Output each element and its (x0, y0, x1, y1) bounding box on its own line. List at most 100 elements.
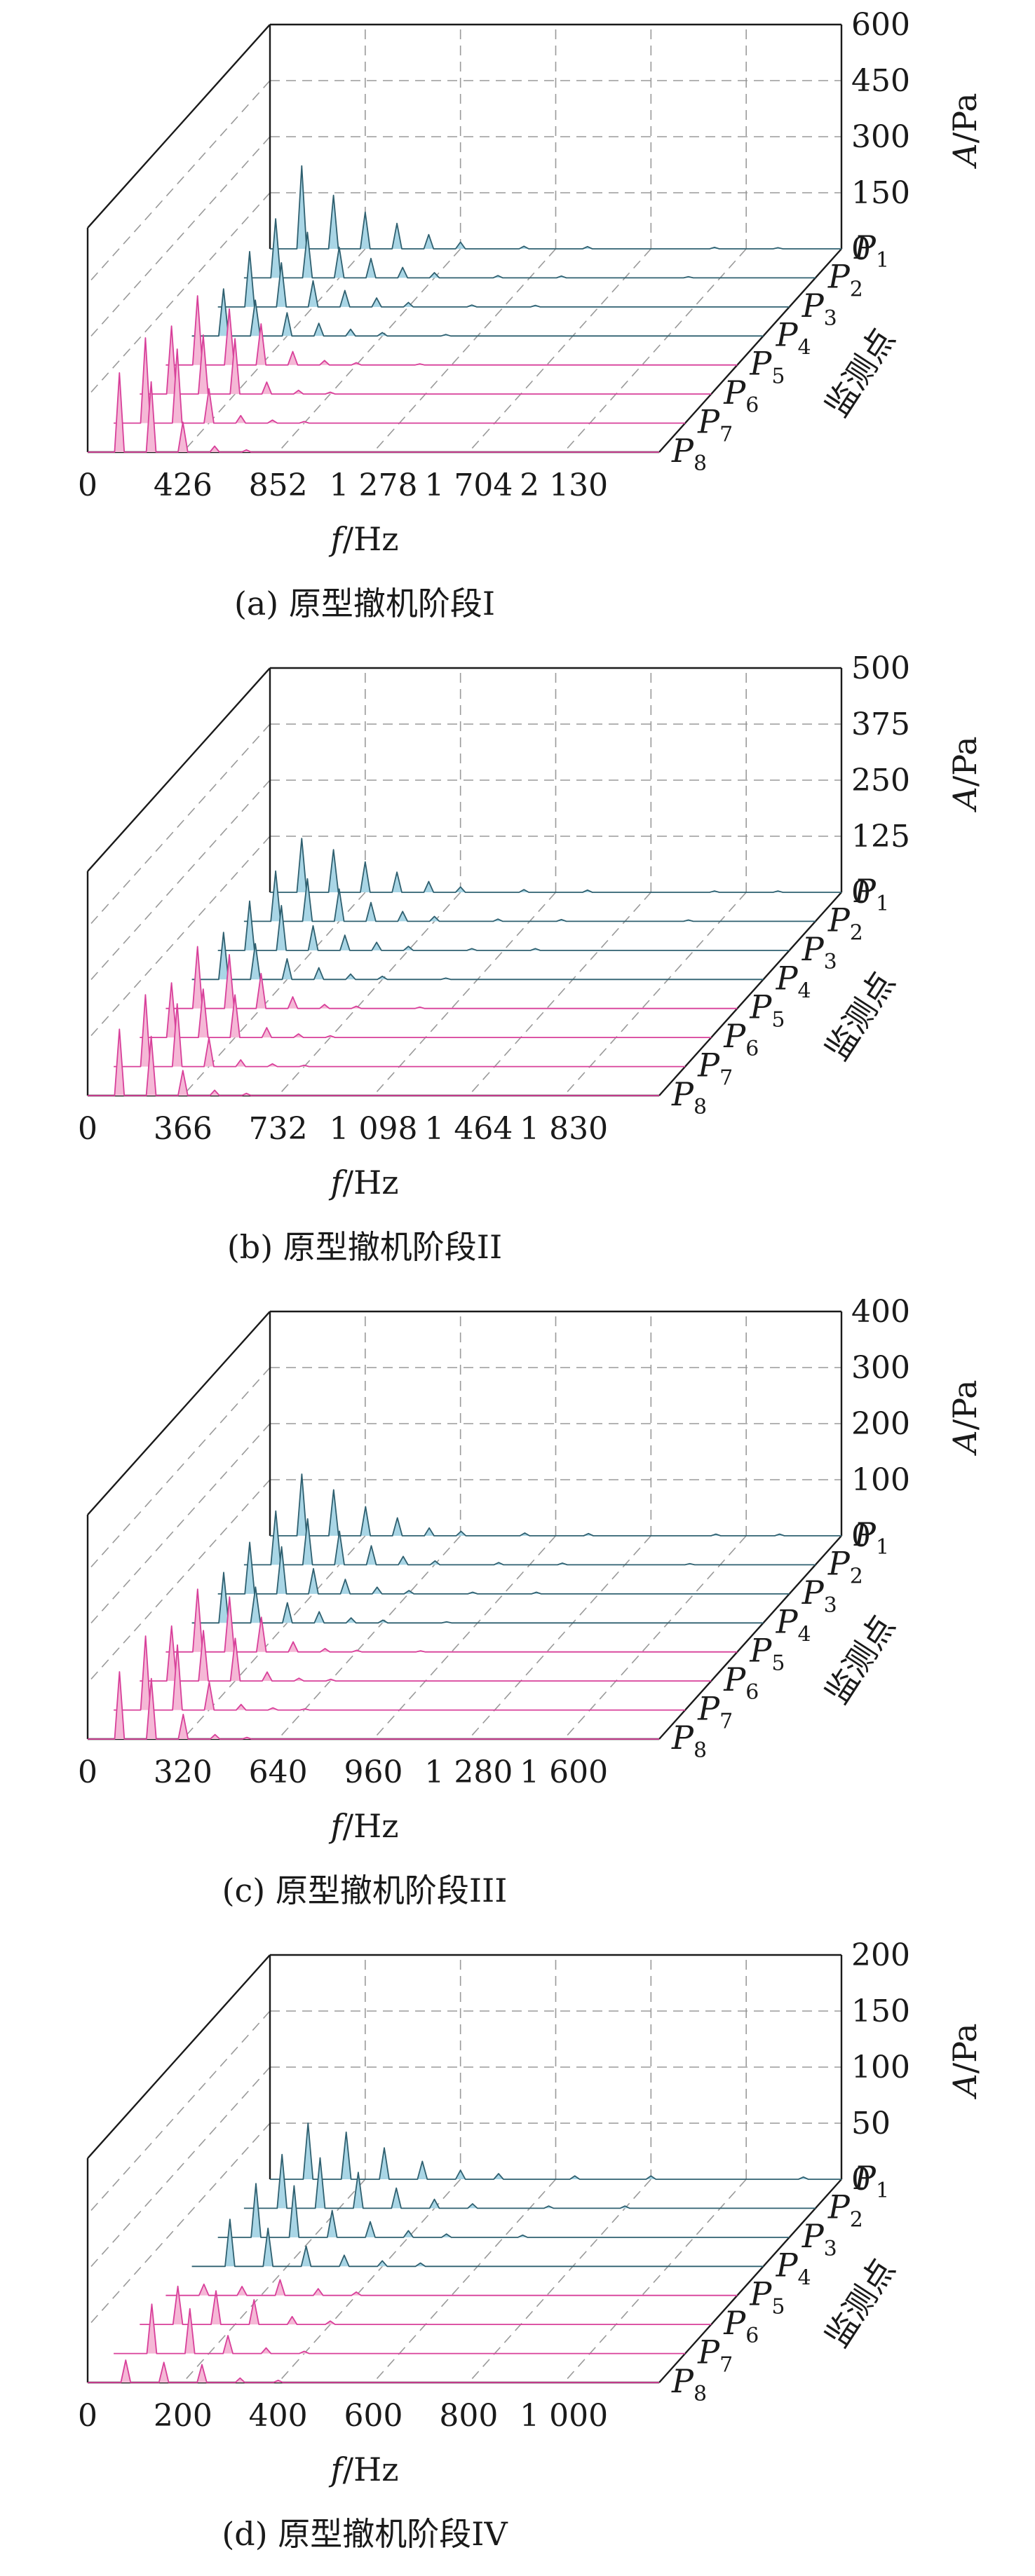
peak-P7-2 (172, 1004, 182, 1067)
peak-P6-3 (230, 995, 240, 1038)
ridge-line (140, 2285, 712, 2325)
peak-P3-2 (276, 1546, 287, 1594)
peak-P3-1 (245, 901, 255, 950)
ridge-line (243, 218, 816, 279)
series-P1 (270, 838, 841, 893)
peak-P1-5 (455, 2170, 466, 2179)
row-label-P2: P2 (827, 901, 863, 945)
peak-P5-3 (275, 2279, 285, 2296)
peak-P8-2 (146, 1036, 156, 1096)
grid-line-depth (278, 248, 461, 453)
peak-P2-1 (271, 219, 281, 278)
ridge-line (243, 1510, 816, 1566)
peak-P8-3 (177, 1070, 188, 1096)
peak-P6-1 (172, 2286, 183, 2325)
peak-P4-2 (250, 943, 261, 980)
ridge-line (191, 1572, 764, 1624)
grid-line-depth (563, 892, 747, 1096)
peak-P4-6 (377, 332, 388, 336)
peak-P2-4 (366, 1546, 377, 1565)
grid-line-depth (563, 2179, 747, 2383)
row-label-P6: P6 (723, 2304, 759, 2348)
peak-P4-6 (377, 976, 388, 980)
peak-P4-5 (377, 2261, 388, 2267)
depth-axis-title: 监测点 (818, 1609, 902, 1710)
series-P6 (140, 1625, 712, 1682)
peak-P3-1 (251, 2183, 261, 2237)
grid-line-depth (182, 2179, 366, 2383)
peak-P8-2 (146, 381, 156, 452)
z-axis-title-unit: /Pa (946, 93, 984, 143)
x-axis-title-unit: /Hz (343, 1164, 399, 1201)
row-label-P6: P6 (723, 1661, 759, 1705)
row-label-P5: P5 (749, 988, 785, 1033)
peak-P2-3 (353, 2172, 363, 2209)
peak-P6-4 (287, 2316, 297, 2325)
grid-line-side (87, 836, 271, 1040)
peak-P1-3 (360, 212, 370, 249)
peak-P1-2 (328, 850, 339, 892)
panel-a: 0 426 852 1 278 1 704 2 130 0 150 300 450 600 A/Pa P… (78, 7, 984, 622)
x-tick-label: 1 600 (520, 1754, 608, 1790)
peak-P3-3 (327, 2210, 337, 2237)
row-label-P4: P4 (776, 1602, 811, 1647)
peak-P1-4 (417, 2161, 428, 2179)
peak-P2-4 (366, 258, 376, 278)
row-label-P8: P8 (671, 2362, 707, 2406)
grid-line-side (87, 779, 271, 984)
x-tick-label: 200 (154, 2398, 212, 2434)
peak-P6-5 (293, 390, 304, 395)
depth-axis-title: 监测点 (818, 2252, 902, 2354)
peak-P4-3 (282, 1602, 292, 1623)
series-P2 (243, 2153, 816, 2209)
peak-P8-3 (177, 422, 188, 452)
x-tick-label: 1 000 (520, 2398, 608, 2434)
peak-P4-1 (225, 2219, 235, 2267)
ridge-line (88, 1028, 659, 1096)
series-P8 (88, 372, 659, 453)
peak-P1-3 (360, 861, 370, 892)
peak-P3-6 (404, 1590, 414, 1594)
z-tick-label: 150 (851, 1994, 910, 2029)
x-tick-label: 732 (249, 1111, 308, 1147)
peak-P6-2 (198, 334, 208, 395)
series-P4 (191, 932, 764, 981)
peak-P1-7 (569, 2176, 580, 2179)
peak-P1-1 (297, 838, 307, 892)
peak-P1-1 (303, 2123, 313, 2179)
peak-P8-1 (121, 2360, 131, 2383)
peak-P2-6 (430, 1560, 440, 1565)
row-label-P7: P7 (697, 403, 733, 447)
peak-P4-1 (219, 1572, 229, 1623)
x-tick-label: 1 280 (424, 1754, 513, 1790)
series-P1 (270, 2122, 841, 2180)
peak-P2-5 (398, 911, 408, 922)
ridge-line (270, 165, 841, 250)
panel-c: 0 320 640 960 1 280 1 6000100200300400A/PaP1P… (78, 1294, 984, 1909)
x-tick-label: 800 (439, 2398, 498, 2434)
peak-P3-4 (340, 1579, 351, 1594)
panel-caption: (b) 原型撤机阶段II (227, 1228, 502, 1266)
peak-P3-3 (309, 1568, 318, 1594)
x-axis-title: f/Hz (329, 520, 399, 558)
peak-P4-1 (218, 932, 229, 980)
peak-P2-3 (334, 889, 344, 922)
row-label-P5: P5 (749, 1632, 785, 1676)
peak-P7-2 (184, 2308, 195, 2354)
grid-line-depth (468, 1535, 651, 1740)
row-label-P7: P7 (697, 2333, 733, 2378)
row-label-P3: P3 (801, 287, 837, 331)
series-P5 (165, 2279, 738, 2296)
ridge-line (217, 2183, 790, 2238)
peak-P6-2 (198, 989, 208, 1038)
ridge-line (165, 295, 738, 366)
depth-axis-line (658, 1535, 842, 1740)
x-tick-label: 0 (78, 468, 97, 503)
peak-P4-3 (282, 313, 292, 336)
x-tick-label: 2 130 (520, 468, 608, 503)
peak-P4-4 (313, 967, 324, 980)
peak-P4-4 (339, 2255, 349, 2267)
panel-caption: (d) 原型撤机阶段IV (222, 2515, 508, 2553)
peak-P5-1 (198, 2284, 209, 2296)
z-tick-label: 300 (851, 1350, 910, 1386)
